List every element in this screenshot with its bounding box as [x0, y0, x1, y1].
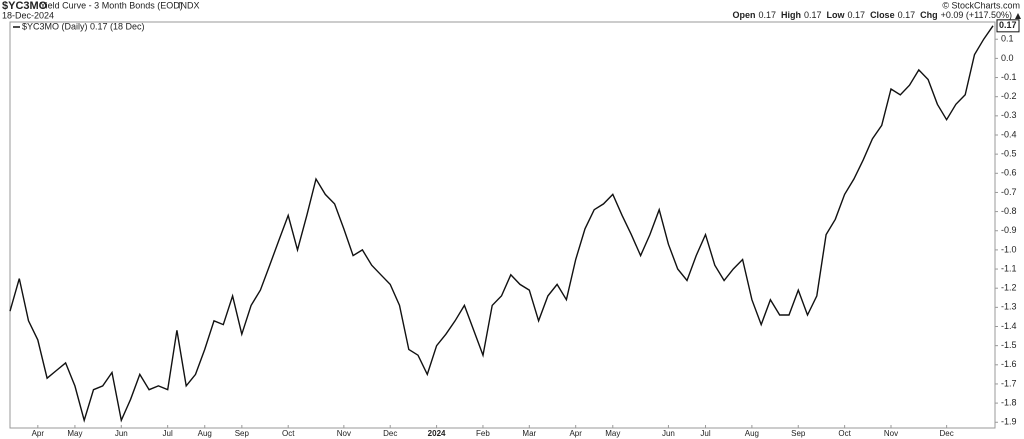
plot-frame	[9, 21, 996, 429]
up-arrow	[1015, 13, 1021, 19]
x-tick-label: Jul	[700, 429, 710, 438]
x-tick-label: May	[605, 429, 620, 438]
credit: © StockCharts.com	[942, 0, 1020, 10]
x-tick-label: Apr	[32, 429, 45, 438]
x-tick-label: Oct	[282, 429, 295, 438]
quote-value: 0.17	[848, 10, 866, 20]
y-tick-label: 0.1	[1001, 34, 1014, 44]
y-tick-label: 0.0	[1001, 53, 1014, 63]
legend: $YC3MO (Daily) 0.17 (18 Dec)	[22, 21, 145, 31]
y-tick-label: -1.0	[1001, 244, 1017, 254]
quote-value: +0.09 (+117.50%)	[941, 10, 1012, 20]
x-tick-label: Nov	[337, 429, 351, 438]
y-tick-label: -1.2	[1001, 283, 1017, 293]
y-tick-label: -1.7	[1001, 378, 1017, 388]
y-tick-label: -0.1	[1001, 72, 1017, 82]
symbol: $YC3MO	[2, 0, 48, 12]
y-tick-label: -1.6	[1001, 359, 1017, 369]
last-value-badge	[996, 19, 1020, 33]
x-tick-label: Jun	[662, 429, 675, 438]
y-tick-label: -1.9	[1001, 417, 1017, 427]
quote-label: Chg	[920, 10, 938, 20]
y-tick-label: -0.2	[1001, 91, 1017, 101]
last-value-label: 0.17	[999, 20, 1017, 30]
y-tick-label: -0.4	[1001, 129, 1017, 139]
quote-label: Open	[732, 10, 755, 20]
x-tick-label: Jun	[115, 429, 128, 438]
y-tick-label: -0.6	[1001, 168, 1017, 178]
x-tick-label: Nov	[884, 429, 898, 438]
quote: Open 0.17 High 0.17 Low 0.17 Close 0.17 Chg +0.09…	[732, 10, 1012, 20]
date: 18-Dec-2024	[2, 10, 54, 20]
quote-value: 0.17	[758, 10, 776, 20]
x-tick-label: Mar	[522, 429, 536, 438]
line	[9, 25, 994, 423]
x-tick-label: May	[67, 429, 82, 438]
y-tick-label: -0.7	[1001, 187, 1017, 197]
x-tick-label: Aug	[745, 429, 759, 438]
y-tick-label: -1.1	[1001, 263, 1017, 273]
x-tick-label: Sep	[791, 429, 806, 438]
y-tick-label: -0.9	[1001, 225, 1017, 235]
y-tick-label: -0.5	[1001, 149, 1017, 159]
chart-title: Yield Curve - 3 Month Bonds (EOD)	[40, 0, 183, 10]
x-tick-label: Dec	[383, 429, 397, 438]
exchange: INDX	[178, 0, 200, 10]
quote-line: Open 0.17 High 0.17 Low 0.17 Close 0.17 Chg +0.09…	[732, 10, 1012, 20]
quote-value: 0.17	[804, 10, 822, 20]
quote-label: High	[781, 10, 801, 20]
x-tick-label: Apr	[569, 429, 582, 438]
y-tick-label: -0.3	[1001, 110, 1017, 120]
y-tick-label: -1.4	[1001, 321, 1017, 331]
quote-value: 0.17	[898, 10, 916, 20]
y-tick-label: -1.5	[1001, 340, 1017, 350]
x-tick-label: Feb	[476, 429, 490, 438]
y-tick-label: -0.8	[1001, 206, 1017, 216]
y-tick-label: -1.8	[1001, 397, 1017, 407]
x-tick-label: Aug	[198, 429, 212, 438]
quote-label: Low	[827, 10, 846, 20]
x-tick-label: Oct	[838, 429, 851, 438]
x-tick-label: 2024	[428, 429, 446, 438]
y-tick-label: -1.3	[1001, 302, 1017, 312]
x-tick-label: Dec	[940, 429, 954, 438]
x-tick-label: Jul	[163, 429, 173, 438]
x-tick-label: Sep	[235, 429, 250, 438]
quote-label: Close	[870, 10, 895, 20]
